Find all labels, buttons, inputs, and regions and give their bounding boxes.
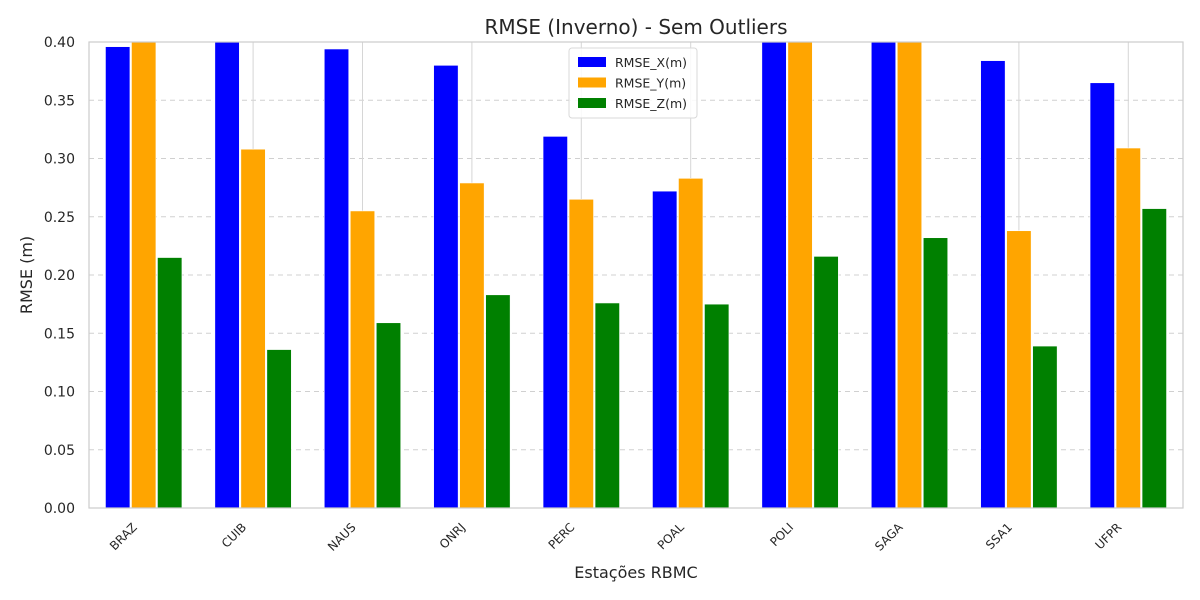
plot-frame — [88, 41, 1184, 509]
bar-braz-z — [157, 257, 183, 509]
bar-cuib-y — [240, 148, 266, 509]
x-tick-label: POLI — [767, 520, 796, 549]
bar-poli-x — [761, 41, 787, 509]
y-tick-label: 0.15 — [44, 326, 75, 342]
bar-saga-x — [870, 41, 897, 509]
bar-ufpr-y — [1115, 147, 1141, 509]
x-axis-label: Estações RBMC — [574, 563, 697, 582]
bar-cuib-z — [266, 349, 292, 509]
bar-saga-z — [922, 237, 949, 509]
bars — [105, 41, 1167, 509]
y-tick-label: 0.35 — [44, 93, 75, 109]
y-axis-label: RMSE (m) — [17, 236, 36, 314]
bar-ufpr-x — [1089, 82, 1115, 509]
bar-poal-x — [652, 190, 678, 509]
bar-poli-y — [787, 41, 813, 509]
legend-label: RMSE_X(m) — [615, 55, 687, 70]
legend: RMSE_X(m) RMSE_Y(m) RMSE_Z(m) — [568, 47, 698, 119]
bar-ssa1-x — [980, 60, 1006, 509]
legend-swatch — [578, 98, 606, 108]
y-tick-label: 0.00 — [44, 501, 75, 517]
x-tick-label: NAUS — [325, 520, 359, 554]
x-tick-label: UFPR — [1092, 520, 1124, 552]
x-tick-label: CUIB — [219, 520, 249, 550]
bar-poli-z — [813, 256, 839, 509]
bar-naus-y — [349, 210, 376, 509]
bar-cuib-x — [214, 41, 240, 509]
bar-ufpr-z — [1141, 208, 1167, 509]
y-tick-label: 0.25 — [44, 210, 75, 226]
x-tick-label: POAL — [655, 520, 687, 552]
bar-perc-x — [542, 136, 568, 509]
bar-onrj-y — [459, 182, 485, 509]
legend-label: RMSE_Y(m) — [615, 76, 686, 91]
y-tick-label: 0.30 — [44, 152, 75, 168]
legend-label: RMSE_Z(m) — [615, 96, 687, 111]
bar-braz-y — [131, 41, 157, 509]
bar-poal-y — [678, 178, 704, 509]
y-axis-ticks: 0.00 0.05 0.10 0.15 0.20 0.25 0.30 0.35 0.40 — [44, 35, 75, 517]
y-tick-label: 0.40 — [44, 35, 75, 51]
x-tick-label: SSA1 — [983, 520, 1015, 552]
bar-perc-z — [594, 302, 620, 509]
legend-swatch — [578, 77, 606, 88]
bar-ssa1-y — [1006, 230, 1032, 509]
bar-naus-x — [323, 48, 350, 509]
bar-ssa1-z — [1032, 345, 1058, 509]
x-axis-ticks: BRAZ CUIB NAUS ONRJ PERC POAL POLI SAGA SSA1 UFPR — [107, 520, 1124, 554]
bar-onrj-x — [433, 65, 459, 509]
bar-saga-y — [896, 41, 923, 509]
y-tick-label: 0.10 — [44, 385, 75, 401]
legend-swatch — [578, 57, 606, 67]
x-tick-label: ONRJ — [437, 520, 468, 551]
bar-onrj-z — [485, 294, 511, 509]
bar-perc-y — [568, 198, 594, 509]
bar-poal-z — [704, 303, 730, 509]
bar-braz-x — [105, 46, 131, 509]
x-tick-label: PERC — [546, 520, 578, 552]
y-tick-label: 0.20 — [44, 268, 75, 284]
x-tick-label: BRAZ — [107, 520, 140, 553]
y-tick-label: 0.05 — [44, 443, 75, 459]
x-tick-label: SAGA — [872, 520, 906, 554]
chart-title: RMSE (Inverno) - Sem Outliers — [484, 15, 787, 39]
bar-naus-z — [375, 322, 402, 509]
